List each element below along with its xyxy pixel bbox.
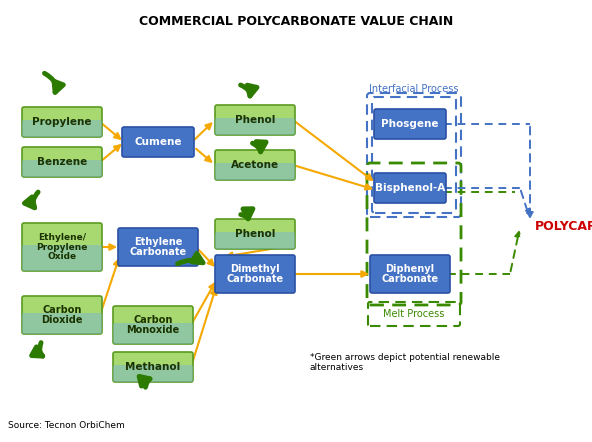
FancyBboxPatch shape [22,120,102,137]
Text: Source: Tecnon OrbiChem: Source: Tecnon OrbiChem [8,421,125,430]
FancyBboxPatch shape [22,313,102,334]
Text: *Green arrows depict potential renewable
alternatives: *Green arrows depict potential renewable… [310,353,500,372]
Text: Phosgene: Phosgene [381,119,439,129]
FancyBboxPatch shape [215,232,295,249]
FancyBboxPatch shape [215,150,295,180]
FancyBboxPatch shape [215,219,295,249]
FancyBboxPatch shape [215,118,295,135]
Text: Ethylene/
Propylene
Oxide: Ethylene/ Propylene Oxide [36,233,88,261]
Text: Phenol: Phenol [235,229,275,239]
FancyBboxPatch shape [215,163,295,180]
FancyBboxPatch shape [22,245,102,271]
Text: Ethylene
Carbonate: Ethylene Carbonate [130,236,186,257]
FancyBboxPatch shape [113,352,193,382]
Text: Phenol: Phenol [235,115,275,125]
FancyBboxPatch shape [22,160,102,177]
Text: Acetone: Acetone [231,160,279,170]
Text: Methanol: Methanol [126,362,181,372]
FancyBboxPatch shape [374,173,446,203]
FancyBboxPatch shape [118,228,198,266]
FancyBboxPatch shape [122,127,194,157]
FancyBboxPatch shape [374,109,446,139]
FancyBboxPatch shape [22,296,102,334]
FancyBboxPatch shape [215,105,295,135]
Text: Carbon
Dioxide: Carbon Dioxide [41,305,83,325]
FancyBboxPatch shape [22,223,102,271]
FancyBboxPatch shape [370,255,450,293]
Text: Diphenyl
Carbonate: Diphenyl Carbonate [381,263,439,284]
Text: Cumene: Cumene [134,137,182,147]
FancyBboxPatch shape [113,323,193,344]
Text: Benzene: Benzene [37,157,87,167]
FancyBboxPatch shape [113,306,193,344]
Text: Carbon
Monoxide: Carbon Monoxide [126,315,179,335]
Text: Melt Process: Melt Process [383,309,445,319]
Text: COMMERCIAL POLYCARBONATE VALUE CHAIN: COMMERCIAL POLYCARBONATE VALUE CHAIN [139,15,453,28]
Text: POLYCARBONATE: POLYCARBONATE [535,221,592,233]
Text: Propylene: Propylene [32,117,92,127]
FancyBboxPatch shape [215,255,295,293]
FancyBboxPatch shape [113,365,193,382]
Text: Bisphenol-A: Bisphenol-A [375,183,445,193]
Text: Interfacial Process: Interfacial Process [369,84,459,94]
Text: Dimethyl
Carbonate: Dimethyl Carbonate [226,263,284,284]
FancyBboxPatch shape [22,147,102,177]
FancyBboxPatch shape [22,107,102,137]
